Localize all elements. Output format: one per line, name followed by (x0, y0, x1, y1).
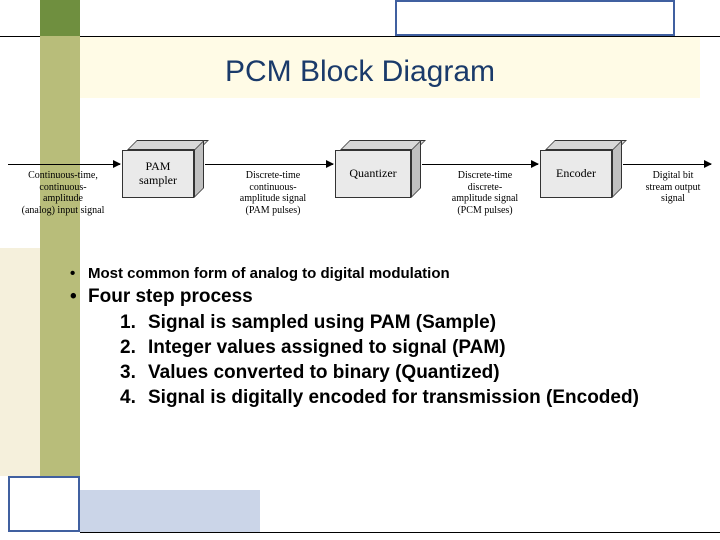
diagram-arrow-label: Discrete-timecontinuous-amplitude signal… (218, 170, 328, 216)
bullet-marker: • (70, 286, 88, 308)
pcm-block-diagram: Continuous-time,continuous-amplitude(ana… (0, 112, 720, 232)
diagram-block: Quantizer (335, 140, 421, 198)
page-title: PCM Block Diagram (0, 55, 720, 89)
diagram-block: Encoder (540, 140, 622, 198)
decor-top-green (40, 0, 80, 36)
sub-list-number: 3. (120, 362, 148, 384)
sub-list-text: Signal is sampled using PAM (Sample) (148, 312, 496, 334)
sub-list-item: 3.Values converted to binary (Quantized) (120, 362, 700, 384)
diagram-arrow (422, 164, 538, 165)
bullet-item: •Most common form of analog to digital m… (70, 265, 700, 282)
decor-bottom-line (80, 532, 720, 533)
bullet-list: •Most common form of analog to digital m… (70, 265, 700, 412)
diagram-arrow-label: Discrete-timediscrete-amplitude signal(P… (432, 170, 538, 216)
sub-list: 1.Signal is sampled using PAM (Sample)2.… (120, 312, 700, 409)
diagram-block: PAMsampler (122, 140, 204, 198)
sub-list-item: 2.Integer values assigned to signal (PAM… (120, 337, 700, 359)
sub-list-text: Signal is digitally encoded for transmis… (148, 387, 639, 409)
sub-list-number: 4. (120, 387, 148, 409)
bullet-text: Most common form of analog to digital mo… (88, 265, 450, 282)
diagram-arrow-label: Continuous-time,continuous-amplitude(ana… (4, 170, 122, 216)
diagram-block-label: Encoder (540, 150, 612, 198)
diagram-block-label: PAMsampler (122, 150, 194, 198)
bullet-item: •Four step process (70, 286, 700, 308)
sub-list-item: 4.Signal is digitally encoded for transm… (120, 387, 700, 409)
decor-blue-fill-bottom (80, 490, 260, 532)
decor-top-line (0, 36, 720, 37)
diagram-arrow-label: Digital bitstream outputsignal (628, 170, 718, 205)
diagram-arrow (8, 164, 120, 165)
sub-list-number: 1. (120, 312, 148, 334)
sub-list-number: 2. (120, 337, 148, 359)
bullet-text: Four step process (88, 286, 253, 308)
decor-cream-col (0, 248, 40, 476)
bullet-marker: • (70, 265, 88, 282)
diagram-arrow (623, 164, 711, 165)
sub-list-text: Integer values assigned to signal (PAM) (148, 337, 506, 359)
decor-blue-rect-left (8, 476, 80, 532)
diagram-arrow (205, 164, 333, 165)
sub-list-text: Values converted to binary (Quantized) (148, 362, 500, 384)
decor-blue-rect-top (395, 0, 675, 36)
sub-list-item: 1.Signal is sampled using PAM (Sample) (120, 312, 700, 334)
diagram-block-label: Quantizer (335, 150, 411, 198)
